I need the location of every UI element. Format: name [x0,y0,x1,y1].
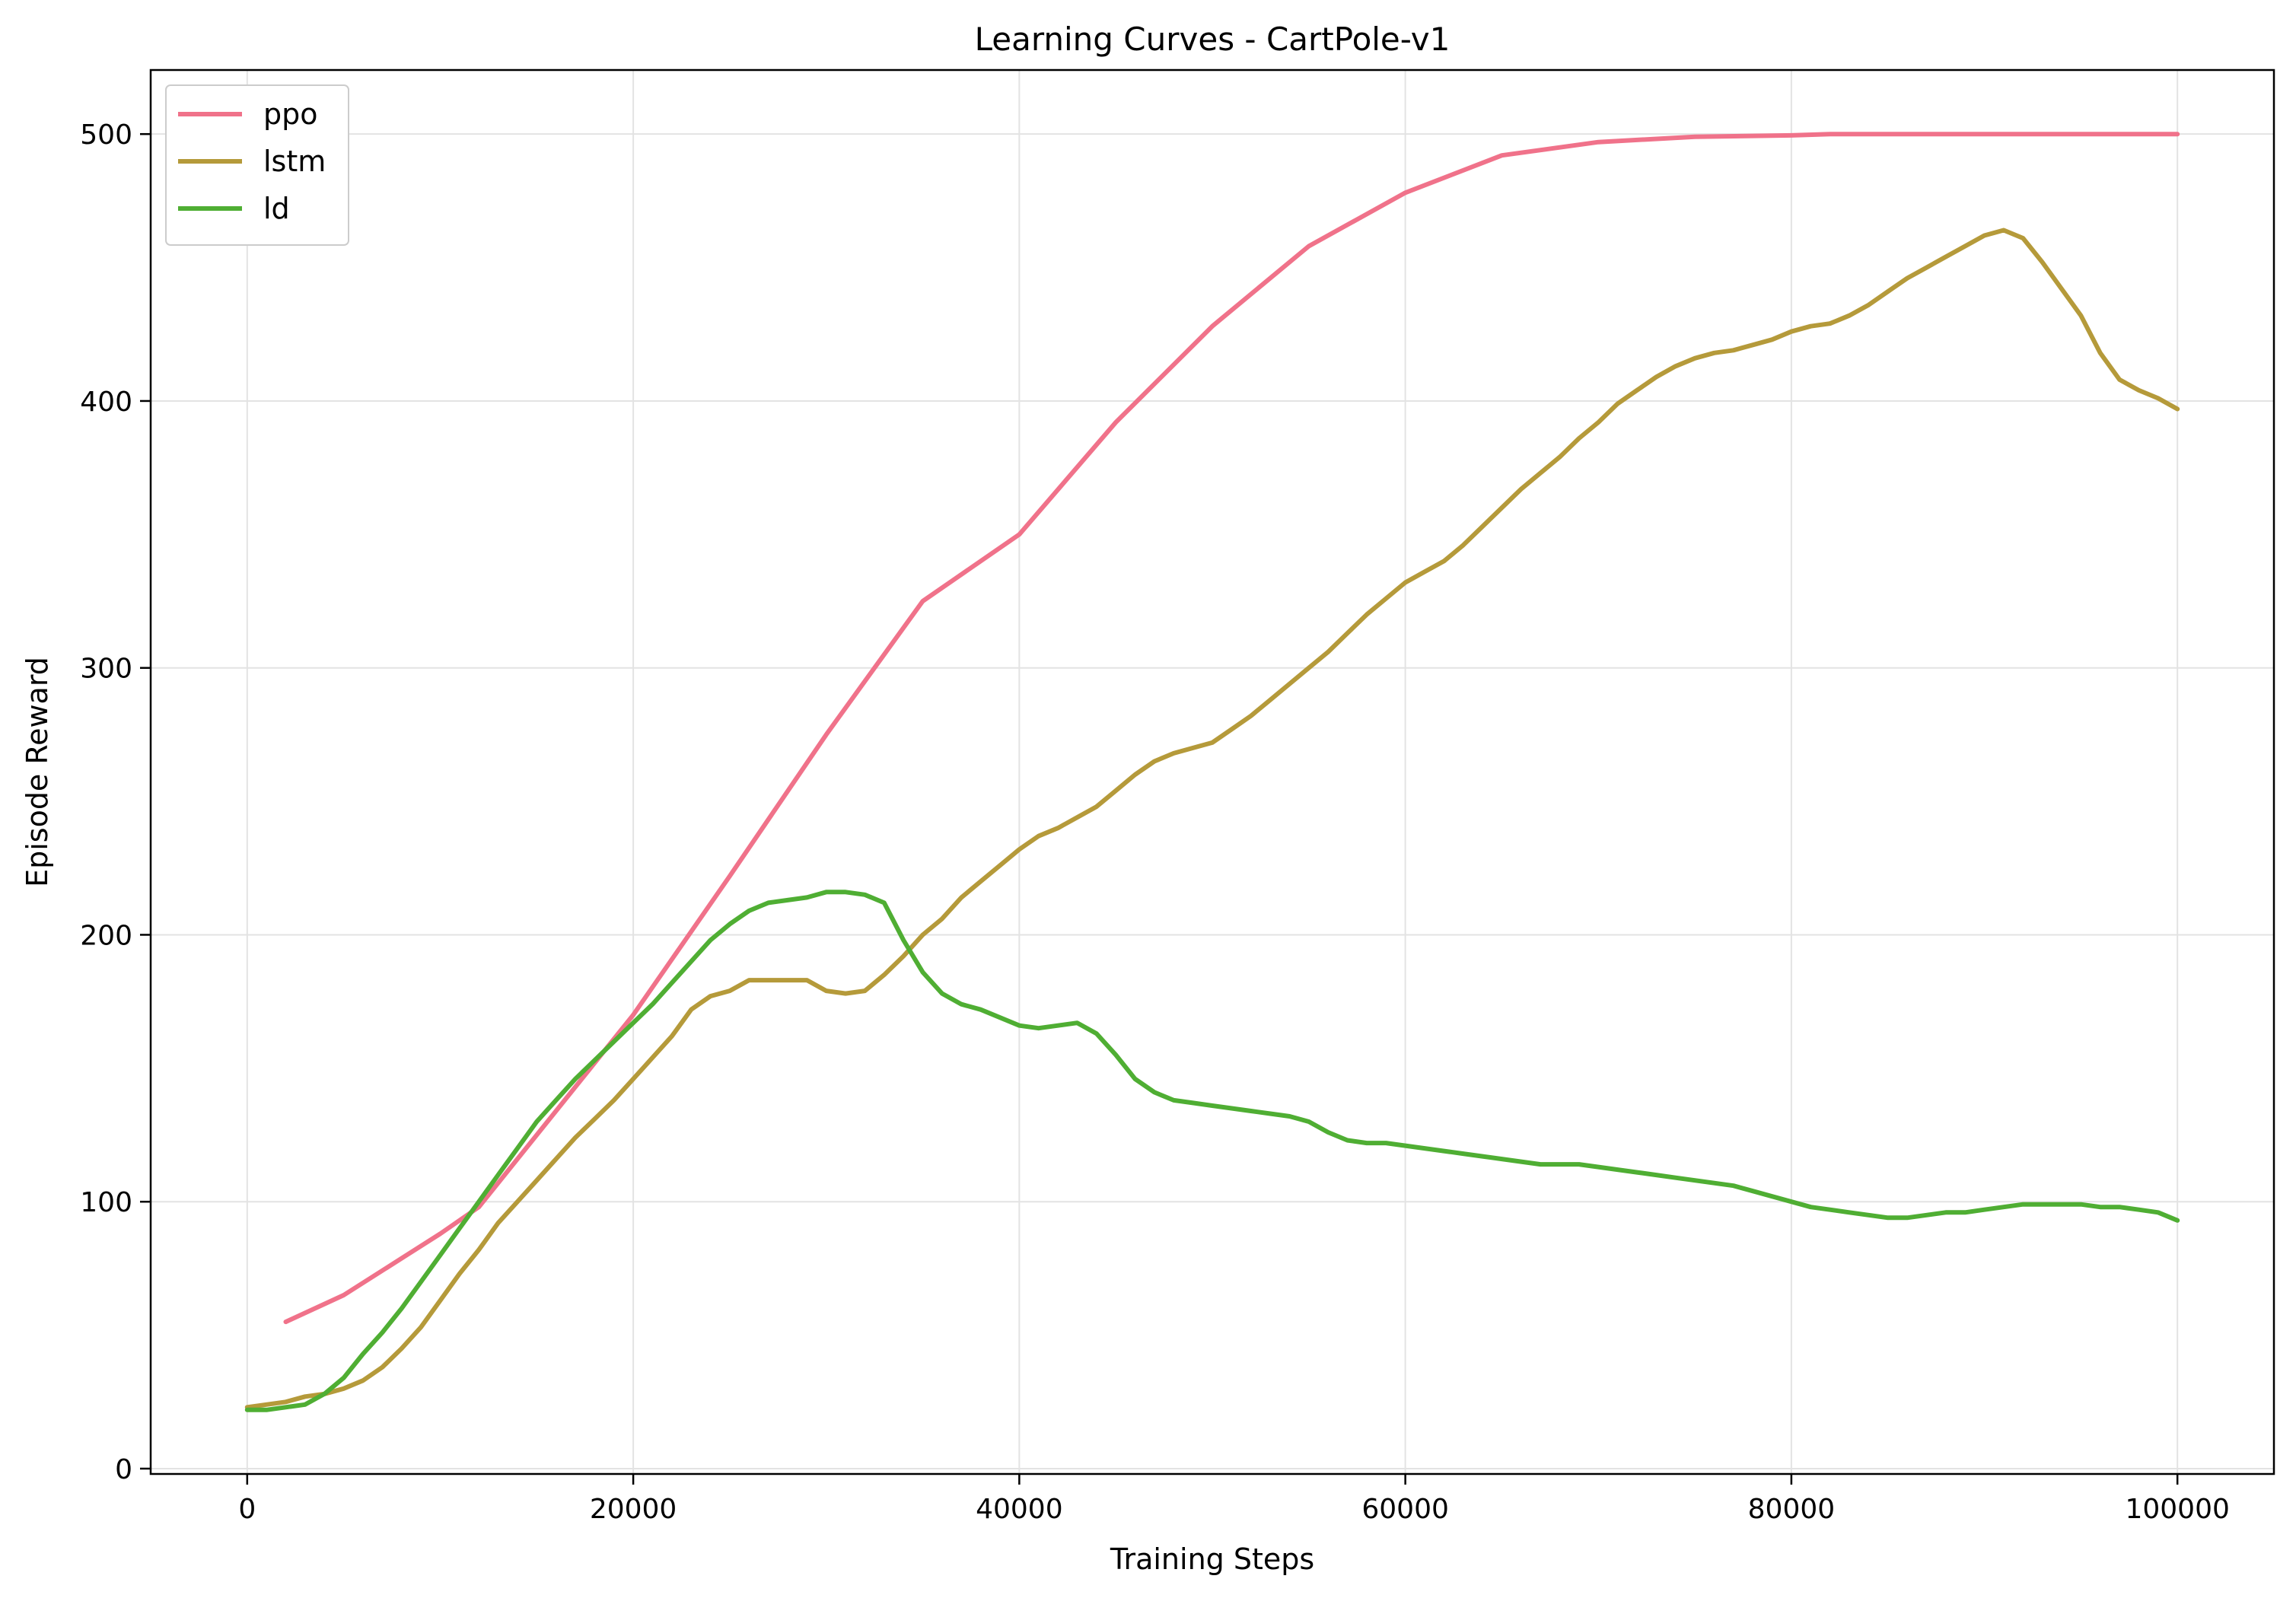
grid [151,70,2274,1474]
axis-ticks: 0 20000 40000 60000 80000 100000 0 100 200 300 400… [80,119,2230,1525]
x-tick-label-5: 100000 [2125,1494,2229,1525]
y-tick-label-3: 300 [80,654,132,685]
y-tick-label-5: 500 [80,119,132,151]
x-axis-label: Training Steps [1110,1542,1314,1576]
y-tick-label-2: 200 [80,920,132,951]
series-line-lstm [244,228,2180,1410]
legend-label-ppo: ppo [263,97,318,131]
y-tick-label-0: 0 [115,1454,132,1485]
series-line-ppo [283,132,2180,1325]
legend-label-ld: ld [263,192,290,225]
x-tick-label-2: 40000 [976,1494,1063,1525]
x-tick-label-3: 60000 [1361,1494,1449,1525]
y-axis-label: Episode Reward [21,657,54,887]
y-tick-label-1: 100 [80,1187,132,1218]
series-lines [244,132,2180,1412]
legend-box [165,84,349,246]
legend: ppo lstm ld [165,84,349,246]
chart-title: Learning Curves - CartPole-v1 [975,21,1451,58]
series-line-ld [244,890,2180,1412]
plot-frame [149,68,2275,1475]
x-tick-label-4: 80000 [1748,1494,1836,1525]
x-tick-label-1: 20000 [590,1494,677,1525]
x-tick-label-0: 0 [238,1494,256,1525]
legend-label-lstm: lstm [263,145,326,178]
y-tick-label-4: 400 [80,387,132,418]
